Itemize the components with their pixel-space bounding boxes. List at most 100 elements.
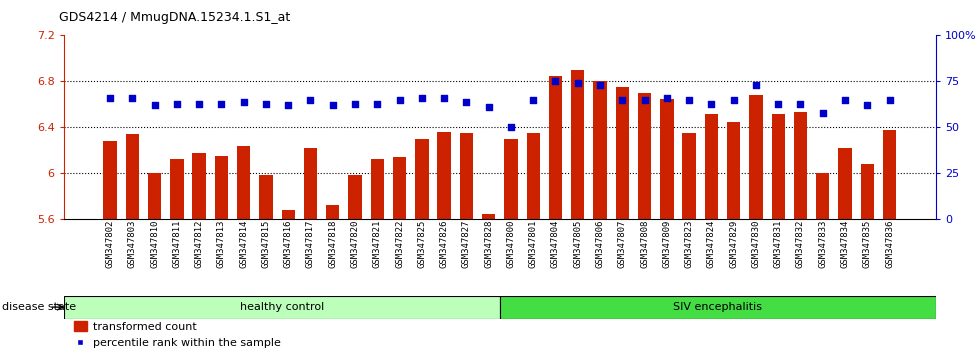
Bar (505, 139, 517, 219)
Point (258, 101, 273, 106)
Bar (304, 148, 318, 219)
Point (503, 125, 518, 130)
Point (614, 97, 630, 103)
Bar (638, 93, 652, 219)
Point (592, 82, 608, 88)
Bar (682, 133, 696, 219)
Text: GSM347808: GSM347808 (640, 219, 649, 268)
Text: GSM347834: GSM347834 (841, 219, 850, 268)
Point (726, 97, 742, 103)
Point (236, 99, 252, 104)
Text: GSM347823: GSM347823 (685, 219, 694, 268)
Text: GSM347816: GSM347816 (283, 219, 293, 268)
Text: GSM347817: GSM347817 (306, 219, 315, 268)
Text: GSM347829: GSM347829 (729, 219, 738, 268)
Text: GSM347822: GSM347822 (395, 219, 404, 268)
Point (882, 97, 898, 103)
Point (525, 97, 541, 103)
Point (481, 104, 497, 110)
Text: GSM347824: GSM347824 (707, 219, 716, 268)
Bar (883, 130, 897, 219)
Bar (571, 70, 584, 219)
Point (347, 101, 363, 106)
Bar (64, 296, 500, 319)
Bar (482, 214, 495, 219)
Bar (393, 158, 407, 219)
Text: GSM347802: GSM347802 (106, 219, 115, 268)
Bar (237, 146, 250, 219)
Bar (615, 87, 629, 219)
Point (325, 103, 341, 108)
Text: GSM347815: GSM347815 (262, 219, 270, 268)
Bar (838, 148, 852, 219)
Text: GDS4214 / MmugDNA.15234.1.S1_at: GDS4214 / MmugDNA.15234.1.S1_at (59, 11, 290, 24)
Point (681, 97, 697, 103)
Point (147, 103, 163, 108)
Text: GSM347810: GSM347810 (150, 219, 159, 268)
Point (637, 97, 653, 103)
Point (369, 101, 385, 106)
Text: GSM347835: GSM347835 (862, 219, 872, 268)
Text: GSM347807: GSM347807 (617, 219, 627, 268)
Point (704, 101, 719, 106)
Point (102, 95, 118, 101)
Text: GSM347811: GSM347811 (172, 219, 181, 268)
Point (124, 95, 140, 101)
Text: GSM347806: GSM347806 (596, 219, 605, 268)
Text: GSM347809: GSM347809 (662, 219, 671, 268)
Text: GSM347801: GSM347801 (528, 219, 538, 268)
Text: GSM347836: GSM347836 (885, 219, 894, 268)
Point (548, 79, 564, 84)
Bar (437, 132, 451, 219)
Point (392, 97, 408, 103)
Text: GSM347812: GSM347812 (195, 219, 204, 268)
Text: GSM347800: GSM347800 (507, 219, 515, 268)
Text: GSM347804: GSM347804 (551, 219, 560, 268)
Bar (794, 113, 808, 219)
Point (770, 101, 786, 106)
Text: GSM347820: GSM347820 (351, 219, 360, 268)
Text: GSM347832: GSM347832 (796, 219, 805, 268)
Text: GSM347813: GSM347813 (217, 219, 226, 268)
Point (414, 95, 429, 101)
Text: GSM347805: GSM347805 (573, 219, 582, 268)
Text: GSM347814: GSM347814 (239, 219, 248, 268)
Bar (370, 159, 384, 219)
Bar (260, 175, 272, 219)
Bar (326, 205, 339, 219)
Text: disease state: disease state (2, 302, 76, 312)
Bar (526, 133, 540, 219)
Point (659, 95, 674, 101)
Text: GSM347818: GSM347818 (328, 219, 337, 268)
Point (815, 110, 831, 115)
Bar (705, 114, 718, 219)
Bar (103, 141, 117, 219)
Bar (750, 95, 762, 219)
Point (748, 82, 763, 88)
Legend: transformed count, percentile rank within the sample: transformed count, percentile rank withi… (70, 317, 285, 352)
Point (191, 101, 207, 106)
Point (436, 95, 452, 101)
Text: healthy control: healthy control (240, 302, 323, 312)
Text: GSM347831: GSM347831 (773, 219, 783, 268)
Point (280, 103, 296, 108)
Point (837, 97, 853, 103)
Bar (416, 139, 428, 219)
Bar (215, 156, 228, 219)
Point (570, 80, 586, 86)
Bar (816, 173, 829, 219)
Bar (348, 175, 362, 219)
Text: GSM347827: GSM347827 (462, 219, 471, 268)
Bar (860, 164, 874, 219)
Bar (125, 135, 139, 219)
Bar (460, 133, 473, 219)
Text: GSM347826: GSM347826 (440, 219, 449, 268)
Text: GSM347803: GSM347803 (127, 219, 137, 268)
Bar (727, 122, 740, 219)
Point (303, 97, 318, 103)
Point (214, 101, 229, 106)
Text: GSM347828: GSM347828 (484, 219, 493, 268)
Bar (661, 99, 673, 219)
Point (459, 99, 474, 104)
Text: GSM347830: GSM347830 (752, 219, 760, 268)
